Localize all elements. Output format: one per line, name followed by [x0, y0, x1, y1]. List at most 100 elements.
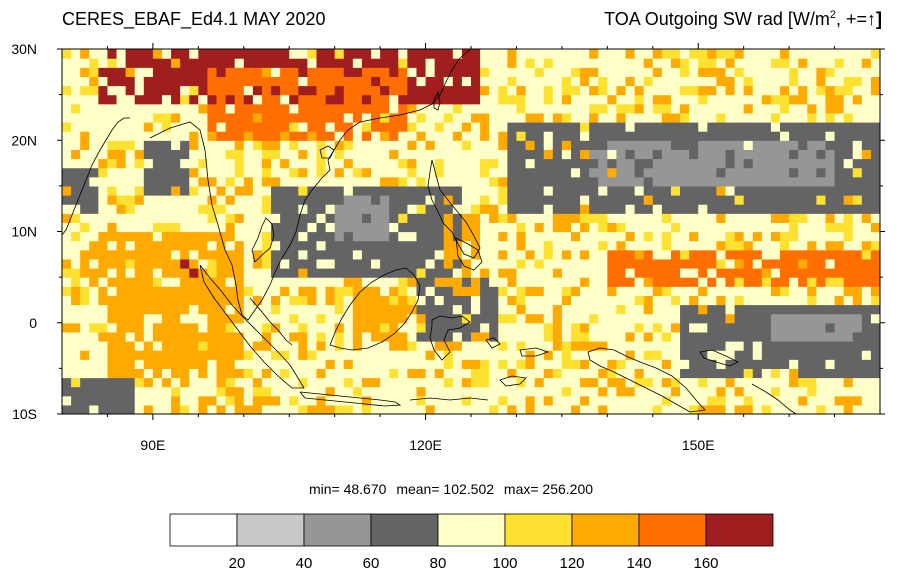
grid-cell	[625, 231, 636, 242]
grid-cell	[361, 140, 372, 150]
grid-cell	[380, 158, 390, 169]
grid-cell	[770, 341, 781, 351]
grid-cell	[334, 213, 345, 223]
grid-cell	[443, 76, 454, 87]
grid-cell	[271, 295, 281, 306]
grid-cell	[343, 258, 354, 269]
grid-cell	[516, 103, 527, 114]
grid-cell	[471, 404, 481, 414]
grid-cell	[761, 295, 772, 306]
grid-cell	[780, 322, 790, 333]
grid-cell	[371, 277, 381, 287]
grid-cell	[634, 231, 645, 242]
grid-cell	[516, 258, 527, 269]
grid-cell	[570, 158, 581, 169]
grid-cell	[371, 185, 381, 196]
grid-cell	[698, 304, 708, 315]
grid-cell	[607, 167, 618, 178]
grid-cell	[716, 377, 727, 388]
grid-cell	[734, 386, 745, 397]
grid-cell	[852, 149, 863, 160]
grid-cell	[643, 167, 654, 178]
grid-cell	[725, 249, 736, 260]
grid-cell	[607, 359, 618, 369]
grid-cell	[125, 185, 136, 196]
grid-cell	[452, 322, 463, 333]
grid-cell	[207, 240, 218, 251]
grid-cell	[289, 341, 299, 351]
grid-cell	[743, 286, 754, 296]
grid-cell	[661, 195, 672, 205]
grid-cell	[525, 249, 536, 260]
grid-cell	[352, 122, 363, 132]
grid-cell	[707, 359, 717, 369]
grid-cell	[307, 131, 318, 141]
grid-cell	[361, 122, 372, 132]
grid-cell	[843, 204, 854, 214]
grid-cell	[152, 313, 163, 324]
grid-cell	[770, 131, 781, 141]
grid-cell	[725, 359, 736, 369]
radiation-grid	[62, 49, 880, 414]
grid-cell	[652, 103, 663, 114]
grid-cell	[134, 149, 145, 160]
grid-cell	[416, 286, 427, 296]
grid-cell	[280, 185, 290, 196]
grid-cell	[161, 386, 172, 397]
grid-cell	[489, 49, 499, 59]
grid-cell	[62, 176, 72, 187]
grid-cell	[216, 103, 227, 114]
grid-cell	[507, 231, 518, 242]
grid-cell	[616, 295, 627, 306]
grid-cell	[589, 268, 599, 278]
grid-cell	[580, 286, 590, 296]
grid-cell	[716, 249, 727, 260]
grid-cell	[525, 204, 536, 214]
grid-cell	[489, 231, 499, 242]
grid-cell	[234, 58, 245, 68]
grid-cell	[670, 240, 681, 251]
grid-cell	[625, 322, 636, 333]
grid-cell	[607, 122, 618, 132]
grid-cell	[770, 158, 781, 169]
grid-cell	[161, 404, 172, 414]
grid-cell	[134, 240, 145, 251]
grid-cell	[789, 368, 799, 379]
grid-cell	[852, 249, 863, 260]
grid-cell	[143, 240, 154, 251]
grid-cell	[280, 258, 290, 269]
grid-cell	[371, 341, 381, 351]
grid-cell	[189, 368, 199, 379]
grid-cell	[534, 359, 545, 369]
grid-cell	[416, 395, 427, 406]
grid-cell	[316, 76, 327, 87]
grid-cell	[661, 103, 672, 114]
grid-cell	[825, 112, 836, 123]
grid-cell	[561, 94, 572, 105]
grid-cell	[180, 341, 190, 351]
grid-cell	[125, 277, 136, 287]
grid-cell	[207, 277, 218, 287]
grid-cell	[416, 359, 427, 369]
grid-cell	[452, 176, 463, 187]
grid-cell	[89, 176, 99, 187]
grid-cell	[471, 112, 481, 123]
grid-cell	[543, 359, 554, 369]
grid-cell	[607, 249, 618, 260]
grid-cell	[870, 368, 880, 379]
grid-cell	[471, 67, 481, 77]
grid-cell	[725, 58, 736, 68]
grid-cell	[780, 386, 790, 397]
grid-cell	[280, 322, 290, 333]
grid-cell	[416, 149, 427, 160]
grid-cell	[198, 240, 209, 251]
grid-cell	[843, 331, 854, 342]
grid-cell	[325, 103, 336, 114]
grid-cell	[398, 368, 408, 379]
grid-cell	[698, 167, 708, 178]
grid-cell	[398, 377, 408, 388]
grid-cell	[652, 158, 663, 169]
grid-cell	[825, 213, 836, 223]
grid-cell	[371, 404, 381, 414]
grid-cell	[180, 377, 190, 388]
